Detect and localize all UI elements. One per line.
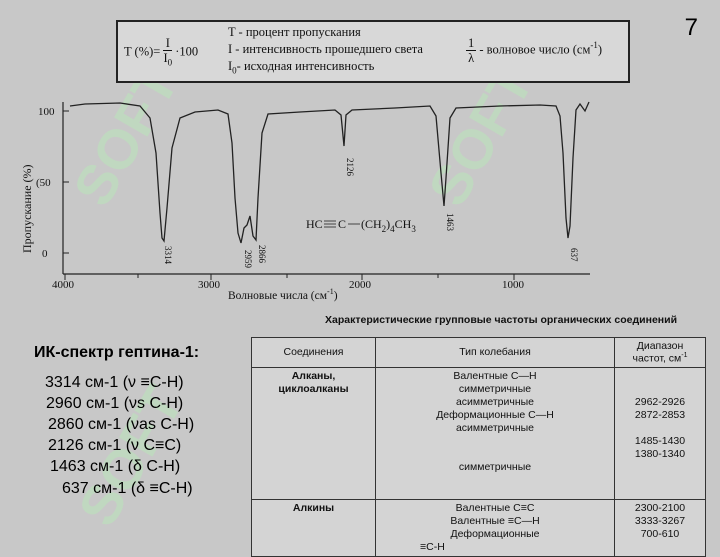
x-tick-label-3000: 3000 <box>198 279 221 291</box>
formula-fraction: I I0 <box>163 36 173 70</box>
peak-label-2126: 2126 <box>345 158 355 177</box>
range-cell: 2300-2100 3333-3267 700-610 <box>614 498 706 557</box>
molecule-formula: HC C (CH2)4CH3 <box>306 217 416 234</box>
ir-spectrum-title: ИК-спектр гептина-1: <box>34 344 200 361</box>
svg-text:C: C <box>338 217 346 231</box>
svg-text:HC: HC <box>306 217 323 231</box>
column-header: Соединения <box>251 337 376 368</box>
spectrum-trace <box>69 101 590 244</box>
x-tick-label-1000: 1000 <box>502 279 525 291</box>
compound-cell: Алканы, циклоалканы <box>251 366 376 500</box>
formula-box: T (%)= I I0 ·100 T - процент пропускания… <box>116 20 630 83</box>
peak-item: 2126 см-1 (ν C≡C) <box>48 437 182 454</box>
y-tick-label-50: (50 <box>36 177 51 189</box>
definition-t: T - процент пропускания <box>228 25 361 39</box>
group-frequencies-table: Соединения Тип колебания Диапазон частот… <box>251 337 706 557</box>
table-caption: Характеристические групповые частоты орг… <box>325 314 678 326</box>
x-axis-label: Волновые числа (см-1) <box>228 287 338 302</box>
peak-item: 2860 см-1 (νas C-H) <box>48 416 195 433</box>
slide-number: 7 <box>684 14 698 41</box>
formula-numerator: I <box>163 36 173 51</box>
peak-label-3314: 3314 <box>163 246 173 265</box>
peak-item: 2960 см-1 (νs C-H) <box>46 395 184 412</box>
table-row: Алканы, циклоалканы Валентные С—Н симмет… <box>251 366 706 500</box>
peak-label-2959: 2959 <box>243 250 253 269</box>
wavenumber-fraction: 1 λ <box>466 36 477 65</box>
vibration-cell: Валентные С—Н симметричные асимметричные… <box>375 366 615 500</box>
ir-spectrum-figure: 100 (50 0 Пропускание (%) 4000 3000 2000… <box>20 101 590 302</box>
y-tick-label-0: 0 <box>42 248 48 260</box>
definition-i0: I0- исходная интенсивность <box>228 59 375 76</box>
formula-lhs: T (%)= <box>124 44 161 59</box>
peak-item: 637 см-1 (δ ≡C-H) <box>62 480 193 497</box>
wavenumber-definition: 1 λ - волновое число (см-1) <box>466 36 603 65</box>
peak-item: 3314 см-1 (ν ≡C-H) <box>45 374 184 391</box>
table-header-row: Соединения Тип колебания Диапазон частот… <box>251 337 706 368</box>
column-header: Диапазон частот, см-1 <box>614 337 706 368</box>
peak-item: 1463 см-1 (δ C-H) <box>50 458 181 475</box>
peak-label-1463: 1463 <box>445 213 455 232</box>
y-axis-label: Пропускание (%) <box>20 164 34 253</box>
x-tick-label-2000: 2000 <box>349 279 372 291</box>
column-header: Тип колебания <box>375 337 615 368</box>
transmittance-formula: T (%)= I I0 ·100 <box>124 36 198 70</box>
range-cell: 2962-2926 2872-2853 1485-1430 1380-1340 <box>614 366 706 500</box>
peak-label-637: 637 <box>569 248 579 262</box>
svg-text:(CH2)4CH3: (CH2)4CH3 <box>361 217 416 234</box>
definition-i: I - интенсивность прошедшего света <box>228 42 423 56</box>
table-row: Алкины Валентные С≡С Валентные ≡С—Н Дефо… <box>251 498 706 557</box>
x-axis-ticks <box>64 274 515 280</box>
peak-label-2866: 2866 <box>257 245 267 264</box>
vibration-cell: Валентные С≡С Валентные ≡С—Н Деформацион… <box>375 498 615 557</box>
x-tick-label-4000: 4000 <box>52 279 75 291</box>
formula-factor: ·100 <box>175 44 199 59</box>
y-tick-label-100: 100 <box>38 106 55 118</box>
formula-denominator: I0 <box>163 51 173 68</box>
compound-cell: Алкины <box>251 498 376 557</box>
